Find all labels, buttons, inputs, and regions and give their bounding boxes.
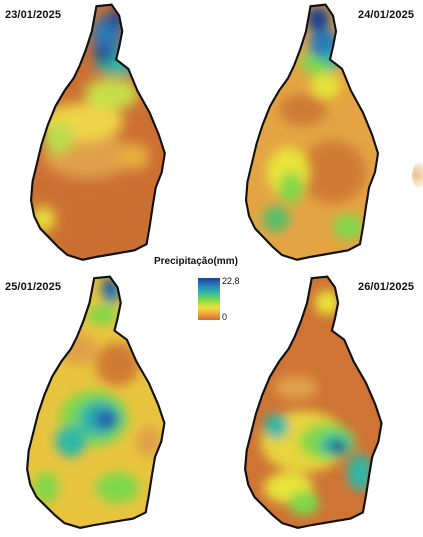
edge-blob <box>412 162 423 188</box>
date-label-1: 23/01/2025 <box>5 9 62 21</box>
precipitation-map-1 <box>29 3 166 261</box>
date-label-2: 24/01/2025 <box>358 9 415 21</box>
legend-min-label: 0 <box>222 312 228 322</box>
date-label-3: 25/01/2025 <box>5 281 62 293</box>
legend-color-bar <box>198 278 220 320</box>
precipitation-map-4 <box>244 275 383 529</box>
date-label-4: 26/01/2025 <box>358 281 415 293</box>
precipitation-map-3 <box>26 275 166 529</box>
legend-max-label: 22,8 <box>222 276 240 286</box>
precipitation-map-2 <box>244 3 380 261</box>
legend-title: Precipitação(mm) <box>154 256 238 267</box>
